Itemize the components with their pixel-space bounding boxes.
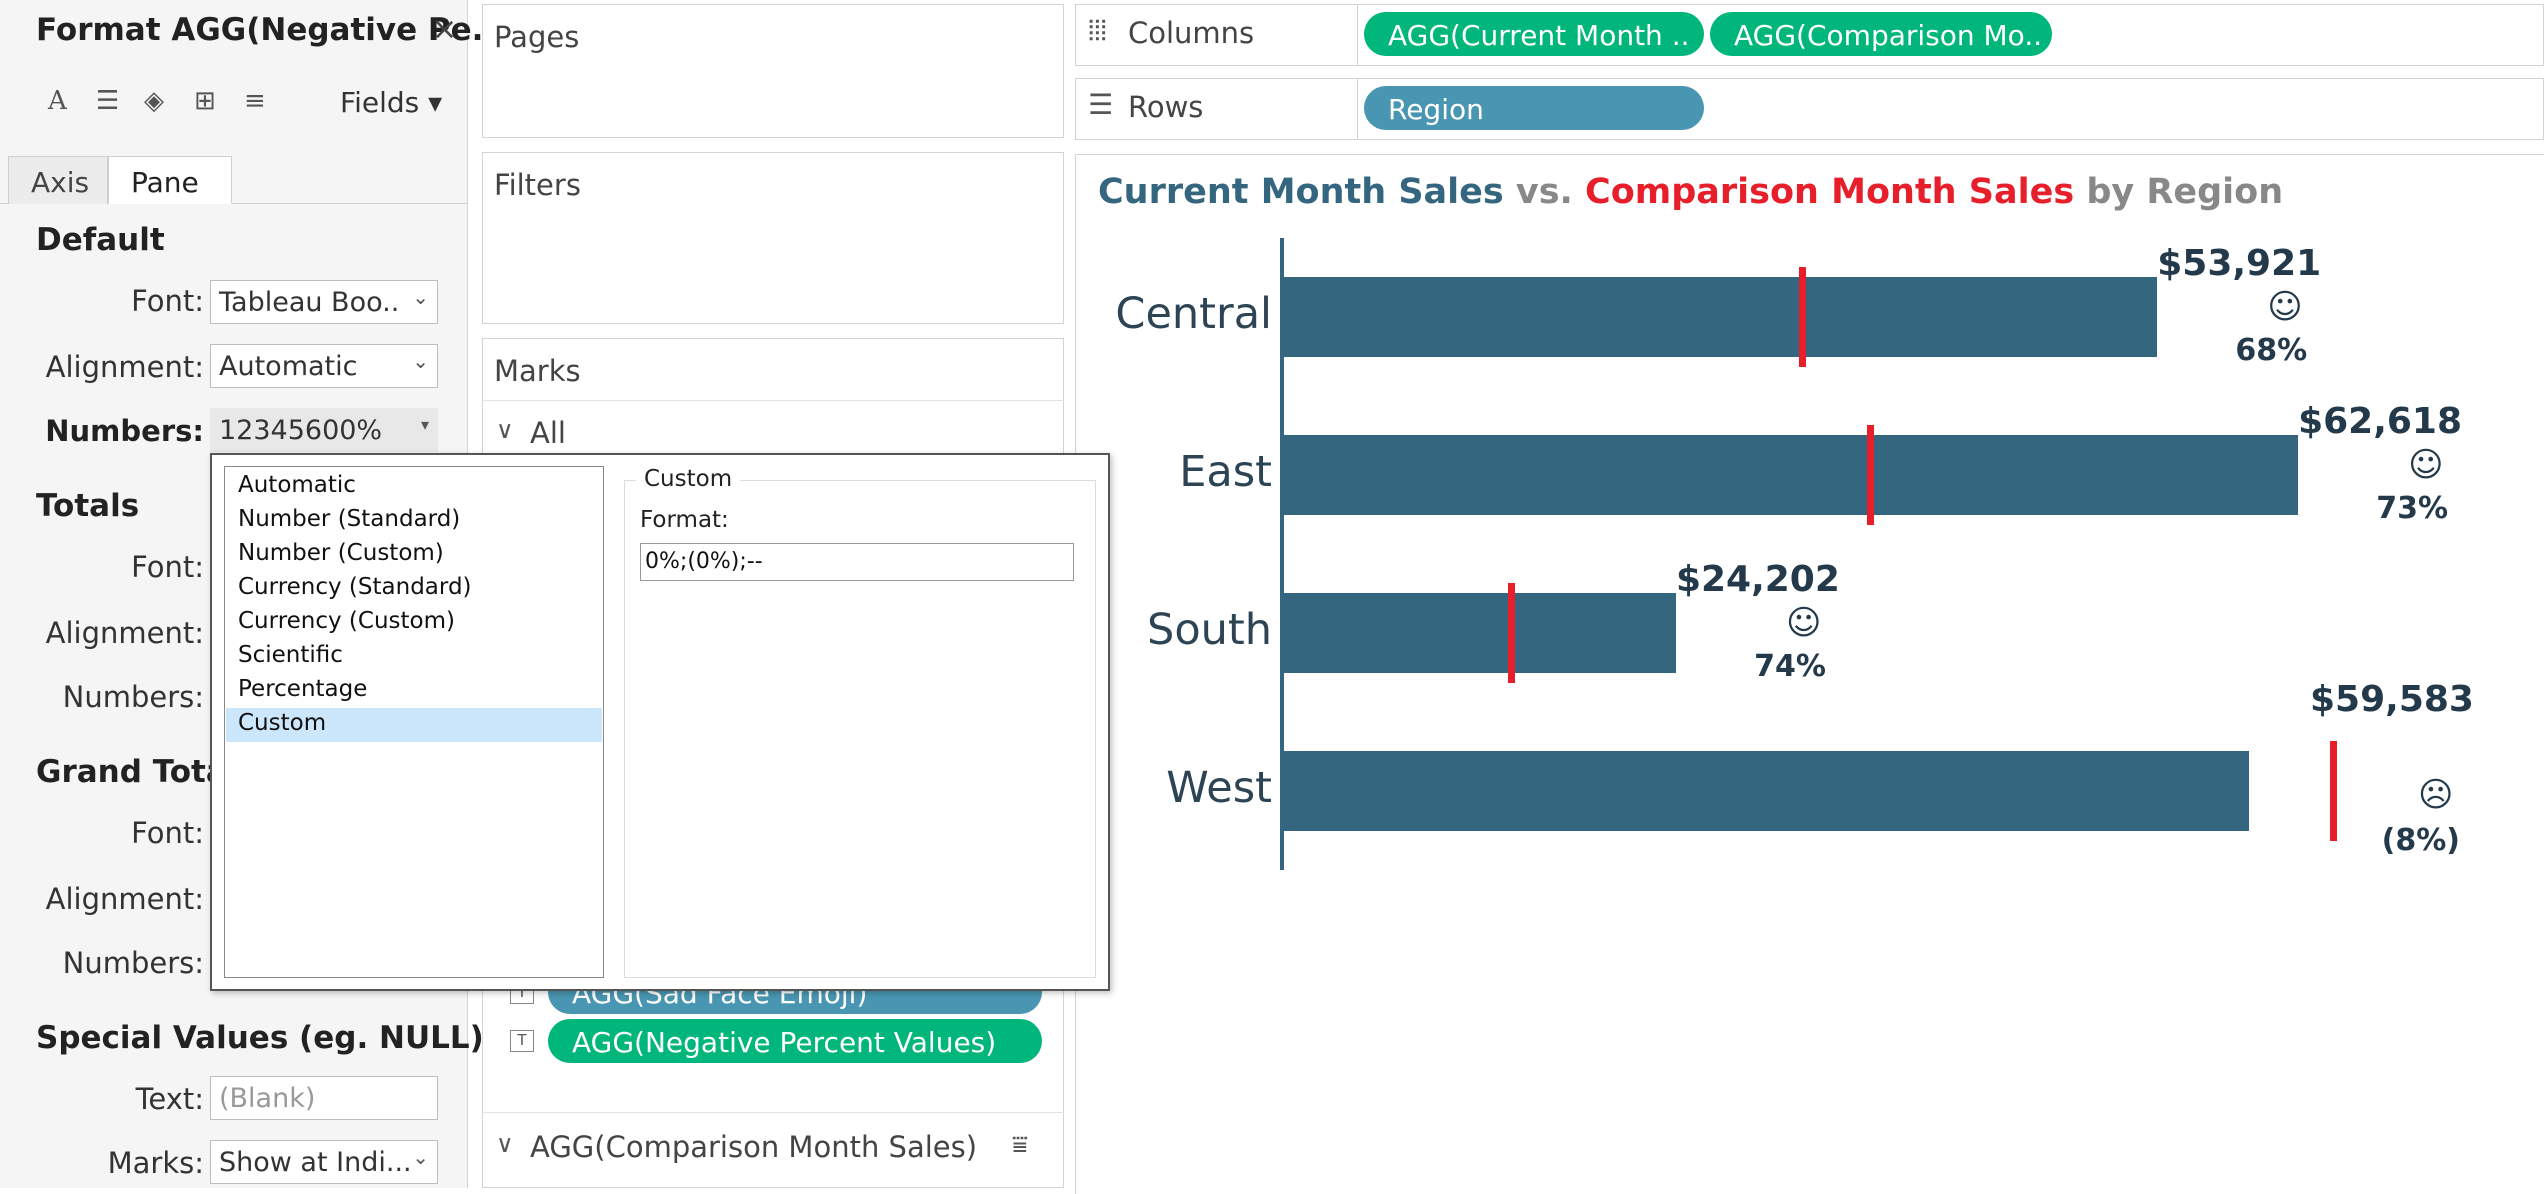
chart-axis-line xyxy=(1280,238,1284,870)
default-numbers-label: Numbers: xyxy=(45,414,204,448)
default-font-label: Font: xyxy=(131,284,204,318)
shading-icon[interactable]: ◈ xyxy=(144,86,164,116)
viz-area xyxy=(1075,154,2544,1194)
fields-dropdown[interactable]: Fields ▾ xyxy=(340,86,443,119)
default-font-dropdown[interactable]: Tableau Boo.. ⌄ xyxy=(210,280,438,324)
chart-title: Current Month Sales vs. Comparison Month… xyxy=(1098,172,2283,212)
borders-icon[interactable]: ⊞ xyxy=(194,86,216,116)
columns-pill-comparison[interactable]: AGG(Comparison Mo.. xyxy=(1710,12,2052,56)
alignment-icon[interactable]: ☰ xyxy=(96,86,120,116)
columns-icon: ⦙⦙⦙ xyxy=(1088,14,1107,47)
chevron-down-icon[interactable]: ∨ xyxy=(496,416,514,444)
tab-pane[interactable]: Pane xyxy=(108,156,232,204)
number-format-option[interactable]: Percentage xyxy=(238,676,368,702)
text-mark-icon: T xyxy=(510,1030,534,1052)
rows-divider xyxy=(1357,78,1358,140)
special-marks-label: Marks: xyxy=(107,1146,204,1180)
lines-icon[interactable]: ≡ xyxy=(244,86,266,116)
font-icon[interactable]: A xyxy=(48,86,67,116)
default-heading: Default xyxy=(36,222,165,258)
special-text-input[interactable]: (Blank) xyxy=(210,1076,438,1120)
title-current: Current Month Sales xyxy=(1098,172,1504,212)
comparison-marks-label[interactable]: AGG(Comparison Month Sales) xyxy=(530,1130,978,1164)
tab-axis[interactable]: Axis xyxy=(8,156,108,204)
rows-shelf xyxy=(1075,78,2544,140)
special-marks-dropdown[interactable]: Show at Indi... ⌄ xyxy=(210,1140,438,1184)
number-format-option[interactable]: Automatic xyxy=(238,472,356,498)
columns-divider xyxy=(1357,4,1358,66)
default-font-value: Tableau Boo.. xyxy=(219,287,400,318)
number-format-option[interactable]: Custom xyxy=(226,708,602,742)
rows-icon: ☰ xyxy=(1088,88,1114,121)
marks-all-label[interactable]: All xyxy=(530,416,566,450)
chevron-down-icon[interactable]: ∨ xyxy=(496,1130,514,1158)
marks-title: Marks xyxy=(494,354,581,388)
format-label: Format: xyxy=(640,507,729,533)
title-vs: vs. xyxy=(1503,172,1586,212)
pages-shelf[interactable] xyxy=(482,4,1064,138)
rows-label: Rows xyxy=(1128,90,1204,124)
special-values-heading: Special Values (eg. NULL) xyxy=(36,1020,484,1056)
default-numbers-value: 12345600% xyxy=(219,415,383,446)
grand-totals-numbers-label: Numbers: xyxy=(62,946,204,980)
totals-font-label: Font: xyxy=(131,550,204,584)
format-pane-title: Format AGG(Negative Pe... xyxy=(36,12,508,48)
grand-totals-font-label: Font: xyxy=(131,816,204,850)
columns-pill-current[interactable]: AGG(Current Month .. xyxy=(1364,12,1704,56)
default-numbers-dropdown[interactable]: 12345600% ▾ xyxy=(210,408,438,452)
number-format-option[interactable]: Currency (Custom) xyxy=(238,608,455,634)
totals-alignment-label: Alignment: xyxy=(45,616,204,650)
default-alignment-dropdown[interactable]: Automatic ⌄ xyxy=(210,344,438,388)
grand-totals-alignment-label: Alignment: xyxy=(45,882,204,916)
marks-divider xyxy=(482,1112,1064,1113)
default-alignment-value: Automatic xyxy=(219,351,358,382)
gantt-icon: ⩸ xyxy=(1012,1130,1028,1160)
custom-group-title: Custom xyxy=(636,466,741,492)
special-marks-value: Show at Indi... xyxy=(219,1147,412,1178)
totals-numbers-label: Numbers: xyxy=(62,680,204,714)
number-format-option[interactable]: Currency (Standard) xyxy=(238,574,472,600)
columns-label: Columns xyxy=(1128,16,1255,50)
number-format-option[interactable]: Number (Custom) xyxy=(238,540,444,566)
filters-shelf[interactable] xyxy=(482,152,1064,324)
format-input[interactable]: 0%;(0%);-- xyxy=(640,543,1074,581)
pages-title: Pages xyxy=(494,20,580,54)
marks-divider xyxy=(482,400,1064,401)
rows-pill-region[interactable]: Region xyxy=(1364,86,1704,130)
special-text-label: Text: xyxy=(135,1082,204,1116)
title-comparison: Comparison Month Sales xyxy=(1585,172,2075,212)
tabs-divider xyxy=(0,203,468,204)
chevron-down-icon: ⌄ xyxy=(412,349,429,373)
totals-heading: Totals xyxy=(36,488,140,524)
number-format-option[interactable]: Scientific xyxy=(238,642,343,668)
custom-group-box xyxy=(624,480,1096,978)
caret-down-icon: ▾ xyxy=(420,415,429,434)
chevron-down-icon: ⌄ xyxy=(412,1145,429,1169)
title-by-region: by Region xyxy=(2074,172,2284,212)
close-icon[interactable]: × xyxy=(432,12,458,47)
number-format-option[interactable]: Number (Standard) xyxy=(238,506,461,532)
pill-negative-percent-values[interactable]: AGG(Negative Percent Values) xyxy=(548,1019,1042,1063)
chevron-down-icon: ⌄ xyxy=(412,285,429,309)
default-alignment-label: Alignment: xyxy=(45,350,204,384)
filters-title: Filters xyxy=(494,168,581,202)
